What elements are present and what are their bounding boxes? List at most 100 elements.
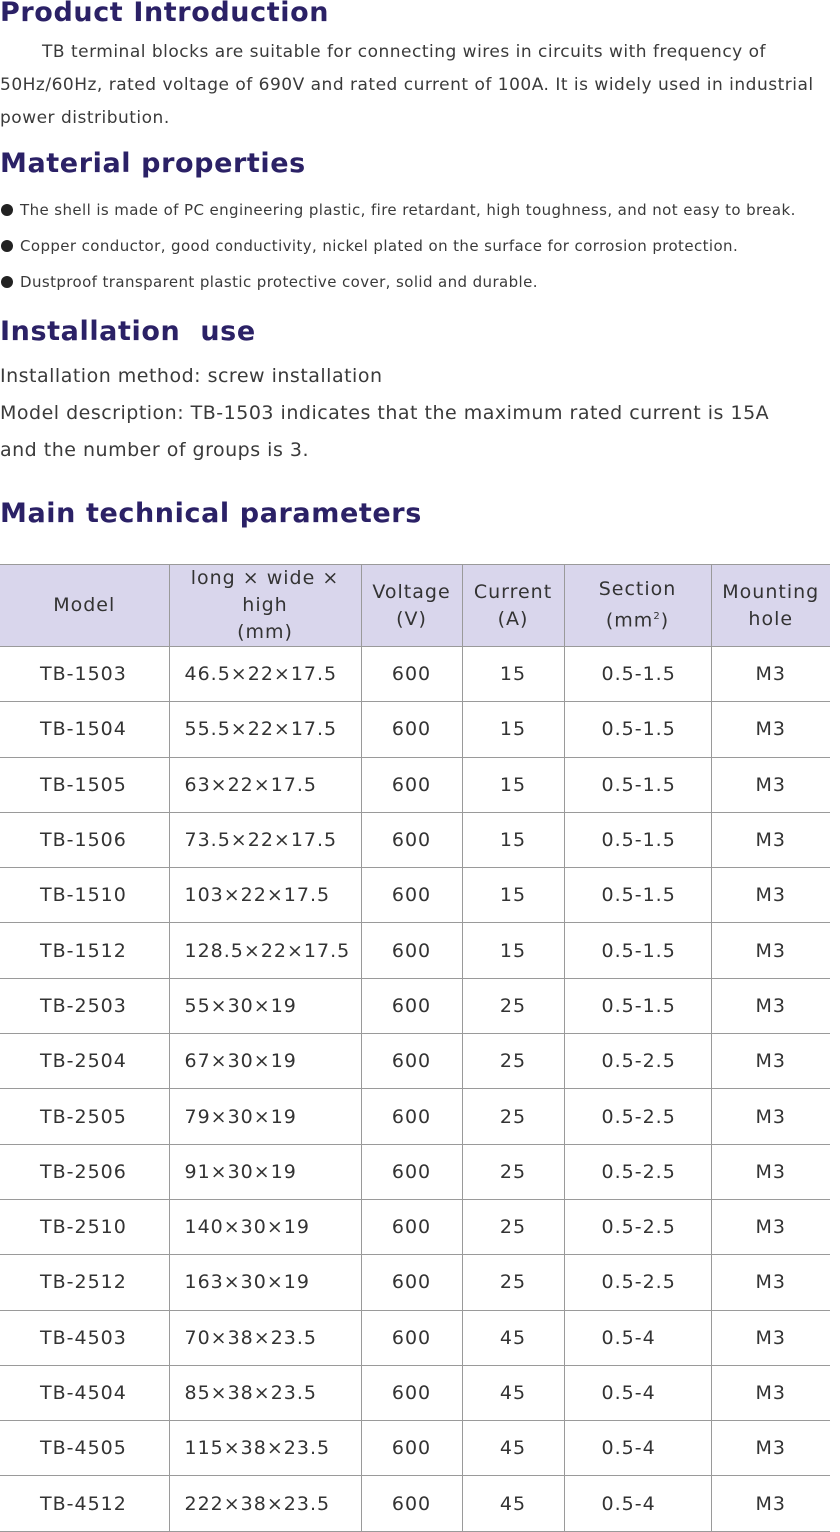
table-row: TB-4503 70×38×23.5 600 45 0.5-4 M3 <box>0 1309 830 1366</box>
cell-section: 0.5-1.5 <box>563 977 712 1035</box>
cell-section: 0.5-4 <box>563 1364 712 1422</box>
cell-hole: M3 <box>710 977 830 1035</box>
cell-model: TB-2503 <box>0 977 170 1035</box>
cell-hole: M3 <box>710 1254 830 1311</box>
cell-voltage: 600 <box>360 756 463 813</box>
cell-current: 25 <box>461 1198 565 1256</box>
cell-section: 0.5-2.5 <box>563 1254 712 1311</box>
cell-model: TB-1505 <box>0 756 170 813</box>
bullet-dot-icon <box>1 276 13 288</box>
table-row: TB-2506 91×30×19 600 25 0.5-2.5 M3 <box>0 1143 830 1200</box>
cell-section: 0.5-1.5 <box>563 811 712 869</box>
cell-dims: 70×38×23.5 <box>168 1309 362 1366</box>
cell-section: 0.5-2.5 <box>563 1033 712 1090</box>
cell-voltage: 600 <box>360 1088 463 1145</box>
material-item-text: The shell is made of PC engineering plas… <box>20 201 796 219</box>
cell-hole: M3 <box>710 867 830 924</box>
cell-hole: M3 <box>710 1309 830 1366</box>
cell-current: 15 <box>461 867 565 924</box>
model-description-line-2: and the number of groups is 3. <box>0 439 310 461</box>
cell-current: 45 <box>461 1364 565 1422</box>
cell-model: TB-1510 <box>0 867 170 924</box>
cell-current: 15 <box>461 756 565 813</box>
cell-section: 0.5-4 <box>563 1420 712 1477</box>
cell-voltage: 600 <box>360 1475 463 1532</box>
cell-hole: M3 <box>710 1475 830 1532</box>
cell-dims: 46.5×22×17.5 <box>168 645 362 703</box>
cell-current: 15 <box>461 701 565 758</box>
cell-section: 0.5-2.5 <box>563 1198 712 1256</box>
cell-dims: 55×30×19 <box>168 977 362 1035</box>
cell-model: TB-1504 <box>0 701 170 758</box>
cell-current: 25 <box>461 1143 565 1200</box>
cell-current: 25 <box>461 1254 565 1311</box>
cell-model: TB-4504 <box>0 1364 170 1422</box>
table-row: TB-4512 222×38×23.5 600 45 0.5-4 M3 <box>0 1475 830 1532</box>
cell-hole: M3 <box>710 1088 830 1145</box>
cell-dims: 115×38×23.5 <box>168 1420 362 1477</box>
cell-voltage: 600 <box>360 1420 463 1477</box>
cell-dims: 63×22×17.5 <box>168 756 362 813</box>
cell-dims: 67×30×19 <box>168 1033 362 1090</box>
cell-current: 25 <box>461 1088 565 1145</box>
cell-voltage: 600 <box>360 1198 463 1256</box>
bullet-dot-icon <box>1 204 13 216</box>
cell-dims: 103×22×17.5 <box>168 867 362 924</box>
cell-model: TB-1506 <box>0 811 170 869</box>
table-row: TB-1503 46.5×22×17.5 600 15 0.5-1.5 M3 <box>0 645 830 703</box>
col-header-section: Section (mm2) <box>563 564 712 647</box>
col-header-voltage: Voltage (V) <box>360 564 463 647</box>
material-item: Copper conductor, good conductivity, nic… <box>0 232 796 268</box>
table-row: TB-2503 55×30×19 600 25 0.5-1.5 M3 <box>0 977 830 1035</box>
cell-section: 0.5-1.5 <box>563 701 712 758</box>
cell-dims: 128.5×22×17.5 <box>168 922 362 979</box>
cell-dims: 85×38×23.5 <box>168 1364 362 1422</box>
table-row: TB-1505 63×22×17.5 600 15 0.5-1.5 M3 <box>0 756 830 813</box>
cell-current: 45 <box>461 1309 565 1366</box>
cell-model: TB-2506 <box>0 1143 170 1200</box>
col-header-dimensions: long × wide × high (mm) <box>168 564 362 647</box>
cell-current: 15 <box>461 922 565 979</box>
cell-model: TB-2512 <box>0 1254 170 1311</box>
parameters-table: Model long × wide × high (mm) Voltage (V) … <box>0 564 830 1532</box>
cell-dims: 55.5×22×17.5 <box>168 701 362 758</box>
cell-model: TB-2505 <box>0 1088 170 1145</box>
material-item: Dustproof transparent plastic protective… <box>0 268 796 304</box>
cell-dims: 73.5×22×17.5 <box>168 811 362 869</box>
cell-hole: M3 <box>710 1198 830 1256</box>
cell-section: 0.5-4 <box>563 1475 712 1532</box>
intro-heading: Product Introduction <box>0 0 330 28</box>
cell-dims: 222×38×23.5 <box>168 1475 362 1532</box>
table-row: TB-2505 79×30×19 600 25 0.5-2.5 M3 <box>0 1088 830 1145</box>
cell-voltage: 600 <box>360 1143 463 1200</box>
cell-current: 15 <box>461 645 565 703</box>
table-row: TB-4505 115×38×23.5 600 45 0.5-4 M3 <box>0 1420 830 1477</box>
cell-dims: 163×30×19 <box>168 1254 362 1311</box>
installation-heading: Installation use <box>0 316 256 347</box>
table-body: TB-1503 46.5×22×17.5 600 15 0.5-1.5 M3 TB-1504… <box>0 645 830 1532</box>
cell-voltage: 600 <box>360 1033 463 1090</box>
table-row: TB-2512 163×30×19 600 25 0.5-2.5 M3 <box>0 1254 830 1311</box>
installation-method: Installation method: screw installation <box>0 365 383 387</box>
cell-section: 0.5-2.5 <box>563 1088 712 1145</box>
table-row: TB-2510 140×30×19 600 25 0.5-2.5 M3 <box>0 1198 830 1256</box>
cell-voltage: 600 <box>360 1254 463 1311</box>
cell-section: 0.5-2.5 <box>563 1143 712 1200</box>
material-item: The shell is made of PC engineering plas… <box>0 196 796 232</box>
cell-dims: 140×30×19 <box>168 1198 362 1256</box>
intro-paragraph: TB terminal blocks are suitable for conn… <box>0 36 840 135</box>
cell-voltage: 600 <box>360 701 463 758</box>
cell-current: 15 <box>461 811 565 869</box>
cell-voltage: 600 <box>360 811 463 869</box>
cell-section: 0.5-1.5 <box>563 922 712 979</box>
cell-hole: M3 <box>710 811 830 869</box>
cell-dims: 91×30×19 <box>168 1143 362 1200</box>
table-header-row: Model long × wide × high (mm) Voltage (V) … <box>0 564 830 647</box>
cell-model: TB-4512 <box>0 1475 170 1532</box>
cell-hole: M3 <box>710 1364 830 1422</box>
cell-hole: M3 <box>710 645 830 703</box>
table-row: TB-1506 73.5×22×17.5 600 15 0.5-1.5 M3 <box>0 811 830 869</box>
cell-model: TB-1512 <box>0 922 170 979</box>
cell-model: TB-4505 <box>0 1420 170 1477</box>
cell-section: 0.5-1.5 <box>563 867 712 924</box>
